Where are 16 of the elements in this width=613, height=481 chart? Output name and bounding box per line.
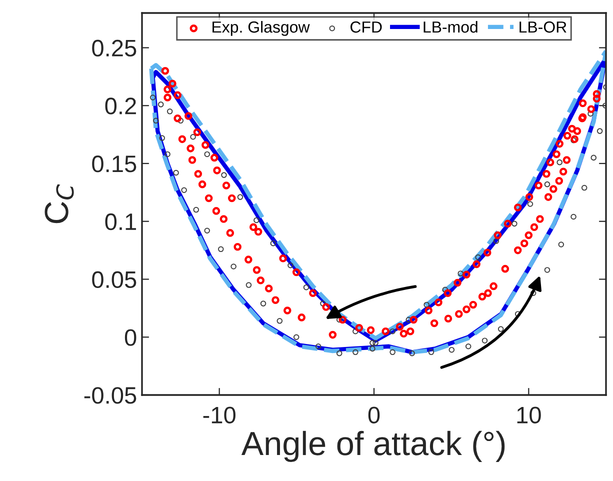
y-tick-label: 0.2 <box>105 98 136 114</box>
x-axis-title: Angle of attack (°) <box>241 430 505 462</box>
y-tick-label: 0.1 <box>105 213 136 230</box>
legend-label: LB-mod <box>424 20 478 33</box>
x-tick-label: -10 <box>203 406 236 424</box>
legend-label: CFD <box>350 21 382 33</box>
x-tick-label: 0 <box>368 406 380 424</box>
y-tick-label: 0.15 <box>92 156 136 172</box>
x-tick-label: 10 <box>517 406 541 424</box>
y-tick-label: -0.05 <box>84 387 136 404</box>
y-tick-label: 0.25 <box>92 40 136 57</box>
legend-label: LB-OR <box>520 21 566 33</box>
y-tick-label: 0.05 <box>92 271 136 288</box>
y-axis-title: C$_{C}$ <box>44 184 74 224</box>
y-tick-label: 0 <box>124 329 136 346</box>
legend-label: Exp. Glasgow <box>212 20 310 36</box>
